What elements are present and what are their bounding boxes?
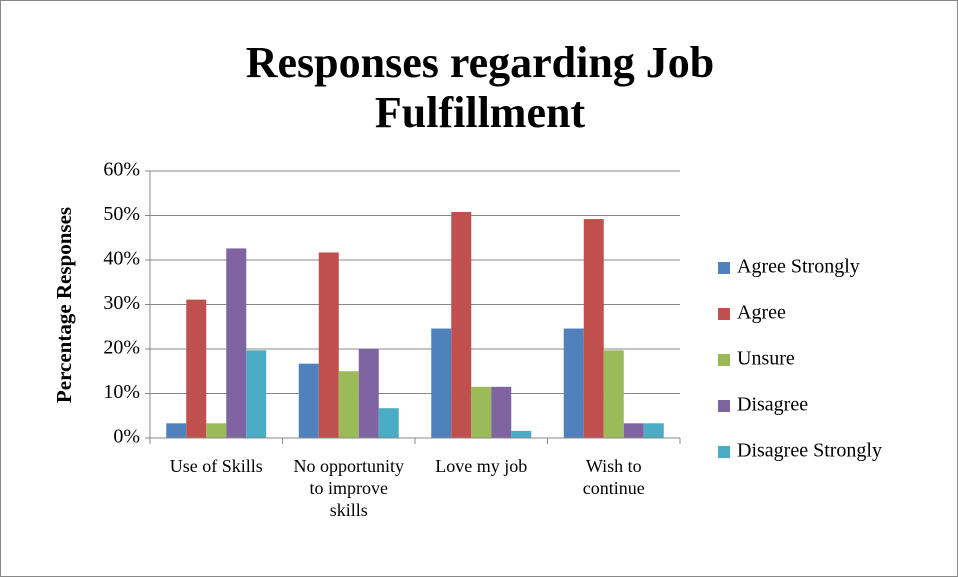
legend-swatch	[718, 354, 730, 366]
bar	[603, 350, 624, 438]
bar	[643, 423, 664, 438]
y-tick-label: 20%	[103, 337, 140, 359]
y-tick-label: 60%	[103, 159, 140, 181]
bar	[623, 423, 644, 438]
x-tick-label: Wish to continue	[582, 456, 645, 498]
y-tick-label: 30%	[103, 292, 140, 314]
bar	[491, 386, 512, 438]
bar	[563, 328, 584, 438]
chart-title: Responses regarding Job Fulfillment	[245, 38, 715, 137]
bar	[431, 328, 452, 438]
bar	[378, 408, 399, 438]
y-tick-label: 0%	[113, 426, 140, 448]
legend-label: Unsure	[737, 348, 795, 370]
legend-label: Agree	[737, 302, 786, 324]
bar	[166, 423, 187, 438]
bar	[318, 252, 339, 438]
y-tick-label: 10%	[103, 381, 140, 403]
legend-swatch	[718, 446, 730, 458]
legend-label: Disagree	[737, 394, 808, 416]
y-tick-label: 50%	[103, 203, 140, 225]
bar	[451, 211, 472, 438]
bar	[186, 299, 207, 438]
y-axis-label: Percentage Responses	[52, 207, 76, 403]
bar	[338, 371, 359, 438]
bar	[583, 219, 604, 438]
bar	[206, 423, 227, 438]
x-tick-label: Use of Skills	[169, 456, 263, 476]
x-tick-label: Love my job	[435, 456, 528, 476]
legend-label: Agree Strongly	[737, 256, 860, 278]
x-tick-label: No opportunity to improve skills	[293, 456, 405, 520]
y-tick-label: 40%	[103, 248, 140, 270]
bar	[511, 430, 532, 438]
bar	[358, 349, 379, 438]
bar	[471, 386, 492, 438]
legend-swatch	[718, 400, 730, 412]
bar	[226, 248, 247, 438]
legend-label: Disagree Strongly	[737, 440, 882, 462]
legend-swatch	[718, 308, 730, 320]
legend-swatch	[718, 262, 730, 274]
bar	[246, 350, 267, 438]
bar	[298, 363, 319, 438]
